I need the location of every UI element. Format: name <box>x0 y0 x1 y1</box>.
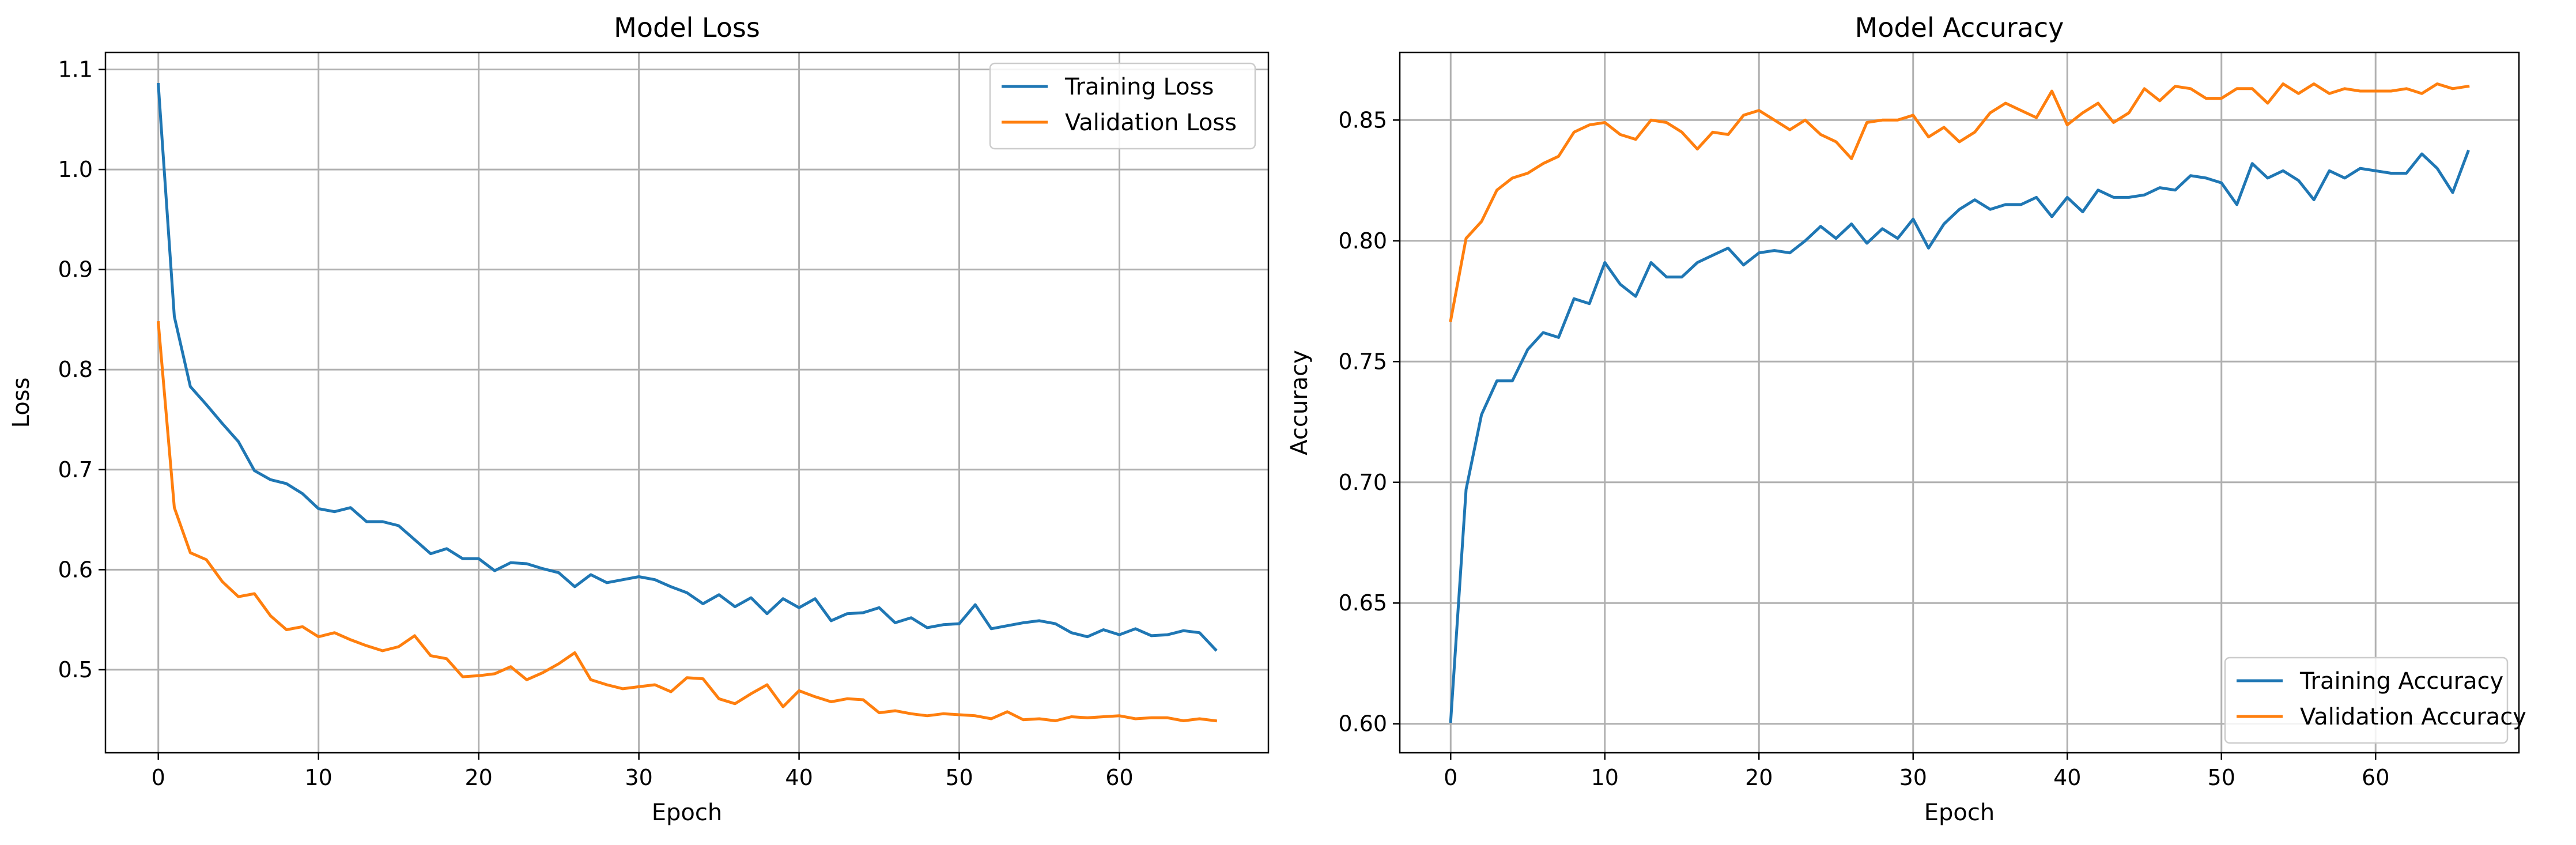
y-tick-label: 0.7 <box>58 457 93 482</box>
y-tick-label: 0.8 <box>58 357 93 382</box>
x-tick-label: 40 <box>2053 765 2081 790</box>
chart-title: Model Accuracy <box>1855 12 2064 43</box>
x-tick-label: 30 <box>625 765 652 790</box>
x-tick-label: 20 <box>464 765 492 790</box>
x-tick-label: 50 <box>2208 765 2235 790</box>
legend-box <box>2224 657 2509 744</box>
legend-label: Validation Accuracy <box>2300 704 2526 730</box>
series-line-validation-accuracy <box>1449 82 2470 323</box>
series-line-training-loss <box>157 82 1218 652</box>
y-tick-label: 0.80 <box>1338 228 1387 254</box>
y-tick-label: 1.0 <box>58 157 93 182</box>
chart-title: Model Loss <box>614 12 760 43</box>
series-line-validation-loss <box>156 320 1218 723</box>
x-tick-label: 40 <box>785 765 813 790</box>
plot-frame <box>104 51 1270 754</box>
y-tick-label: 0.75 <box>1338 349 1387 374</box>
x-tick-label: 50 <box>945 765 973 790</box>
legend-label: Training Accuracy <box>2299 668 2503 695</box>
legend: Training Accuracy Validation Accuracy <box>2224 657 2526 744</box>
legend: Training Loss Validation Loss <box>989 62 1256 150</box>
x-tick-label: 10 <box>1591 765 1619 790</box>
y-tick-label: 0.9 <box>58 257 93 282</box>
chart-panel-1: 0 10 20 30 40 50 60 0.5 0.6 0.7 0.8 0.9 1.0 1.1 Model … <box>8 12 1270 826</box>
x-tick-label: 10 <box>305 765 333 790</box>
x-tick-label: 30 <box>1899 765 1927 790</box>
x-tick-label: 0 <box>152 765 165 790</box>
chart-panel-2: 0 10 20 30 40 50 60 0.60 0.65 0.70 0.75 0.80 0.85 Mod… <box>1286 12 2526 826</box>
x-tick-label: 60 <box>1105 765 1133 790</box>
series-line-training-accuracy <box>1449 149 2470 723</box>
y-axis-label: Accuracy <box>1286 350 1313 455</box>
legend-label: Validation Loss <box>1065 110 1237 136</box>
y-tick-label: 0.6 <box>58 557 93 582</box>
x-tick-label: 0 <box>1444 765 1457 790</box>
legend-box <box>989 62 1256 150</box>
grid <box>105 52 1268 753</box>
y-tick-label: 1.1 <box>58 57 93 82</box>
y-tick-label: 0.5 <box>58 657 93 682</box>
x-axis-label: Epoch <box>652 799 722 826</box>
y-tick-label: 0.65 <box>1338 590 1387 616</box>
x-axis-label: Epoch <box>1924 799 1995 826</box>
plot-frame <box>1399 51 2520 754</box>
grid <box>1400 52 2519 753</box>
x-tick-label: 20 <box>1745 765 1773 790</box>
y-tick-label: 0.85 <box>1338 107 1387 133</box>
legend-label: Training Loss <box>1064 74 1214 100</box>
y-tick-label: 0.60 <box>1338 711 1387 737</box>
y-tick-label: 0.70 <box>1338 470 1387 495</box>
y-axis-label: Loss <box>8 378 35 428</box>
x-tick-label: 60 <box>2362 765 2389 790</box>
